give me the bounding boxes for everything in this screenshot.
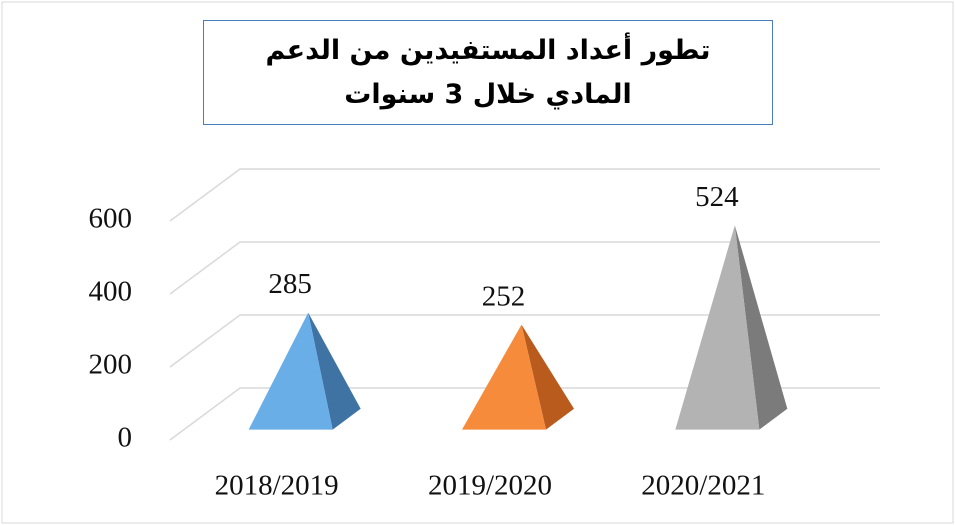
y-tick-label: 0 — [118, 422, 133, 454]
pyramid-side — [521, 324, 574, 430]
value-label: 524 — [695, 181, 739, 213]
x-tick-label: 2018/2019 — [215, 470, 339, 502]
y-tick-label: 400 — [89, 276, 133, 308]
pyramid-front — [248, 312, 333, 430]
y-tick-label: 600 — [89, 203, 133, 235]
value-label: 252 — [482, 280, 526, 312]
x-tick-label: 2020/2021 — [641, 470, 765, 502]
grid-line — [169, 168, 880, 222]
y-tick-label: 200 — [89, 349, 133, 381]
pyramid-side — [308, 312, 361, 430]
pyramid-front — [462, 324, 546, 430]
grid-line — [169, 314, 880, 368]
x-tick-label: 2019/2020 — [428, 470, 552, 502]
value-label: 285 — [268, 268, 312, 300]
grid-line — [169, 387, 880, 441]
chart-title: تطور أعداد المستفيدين من الدعم المادي خل… — [203, 20, 773, 125]
grid-line — [169, 241, 880, 295]
pyramid-front — [675, 225, 760, 430]
pyramid-side — [734, 225, 788, 430]
